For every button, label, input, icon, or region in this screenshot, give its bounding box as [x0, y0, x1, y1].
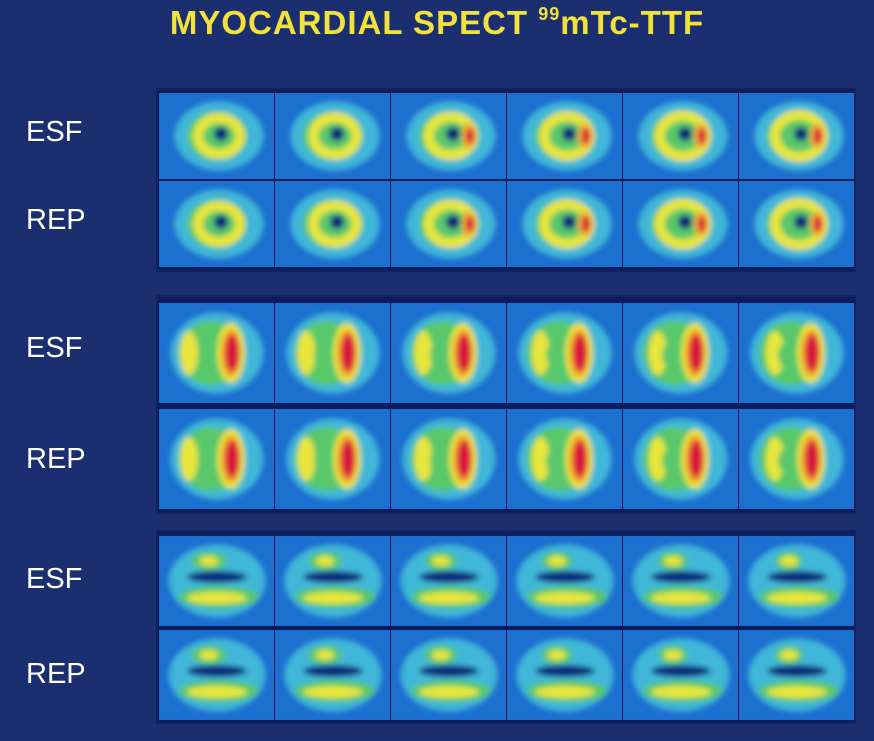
- row-label-esf-horizontal-long-axis: ESF: [26, 563, 83, 595]
- spect-slice-image: [390, 303, 506, 403]
- spect-slice-image: [158, 303, 274, 403]
- spect-slice-image: [274, 303, 390, 403]
- spect-slice-image: [622, 93, 738, 179]
- spect-slice-image: [506, 536, 622, 626]
- row-label-esf-short-axis: ESF: [26, 116, 83, 148]
- spect-slice-image: [506, 181, 622, 267]
- rep-vertical-long-axis-row: [158, 409, 854, 509]
- horizontal-long-axis-block: [158, 532, 854, 722]
- spect-slice-image: [274, 536, 390, 626]
- spect-slice-image: [622, 630, 738, 720]
- spect-slice-image: [390, 536, 506, 626]
- spect-slice-image: [738, 303, 854, 403]
- spect-slice-image: [390, 181, 506, 267]
- spect-slice-image: [622, 536, 738, 626]
- spect-slice-image: [158, 93, 274, 179]
- spect-slice-image: [274, 93, 390, 179]
- row-label-esf-vertical-long-axis: ESF: [26, 332, 83, 364]
- title-main: MYOCARDIAL SPECT: [169, 4, 539, 41]
- spect-slice-image: [506, 93, 622, 179]
- spect-slice-image: [738, 409, 854, 509]
- spect-slice-image: [390, 630, 506, 720]
- spect-slice-image: [738, 181, 854, 267]
- spect-slice-image: [506, 409, 622, 509]
- spect-slice-image: [622, 409, 738, 509]
- vertical-long-axis-block: [158, 297, 854, 512]
- spect-slice-image: [274, 409, 390, 509]
- title-tracer: mTc-TTF: [560, 4, 705, 41]
- esf-horizontal-long-axis-row: [158, 536, 854, 626]
- spect-slice-image: [506, 303, 622, 403]
- spect-slice-image: [158, 181, 274, 267]
- spect-slice-image: [390, 93, 506, 179]
- figure-title: MYOCARDIAL SPECT 99mTc-TTF: [0, 4, 874, 42]
- esf-short-axis-row: [158, 93, 854, 179]
- row-label-rep-horizontal-long-axis: REP: [26, 658, 86, 690]
- rep-short-axis-row: [158, 181, 854, 267]
- spect-slice-image: [158, 409, 274, 509]
- esf-vertical-long-axis-row: [158, 303, 854, 403]
- spect-slice-image: [738, 536, 854, 626]
- row-label-rep-vertical-long-axis: REP: [26, 443, 86, 475]
- spect-slice-image: [738, 630, 854, 720]
- spect-slice-image: [158, 536, 274, 626]
- spect-slice-image: [158, 630, 274, 720]
- spect-slice-image: [738, 93, 854, 179]
- spect-slice-image: [274, 630, 390, 720]
- rep-horizontal-long-axis-row: [158, 630, 854, 720]
- spect-slice-image: [274, 181, 390, 267]
- spect-slice-image: [622, 181, 738, 267]
- title-isotope-mass: 99: [538, 4, 561, 24]
- spect-slice-image: [390, 409, 506, 509]
- row-label-rep-short-axis: REP: [26, 204, 86, 236]
- spect-slice-image: [622, 303, 738, 403]
- spect-slice-image: [506, 630, 622, 720]
- short-axis-block: [158, 90, 854, 270]
